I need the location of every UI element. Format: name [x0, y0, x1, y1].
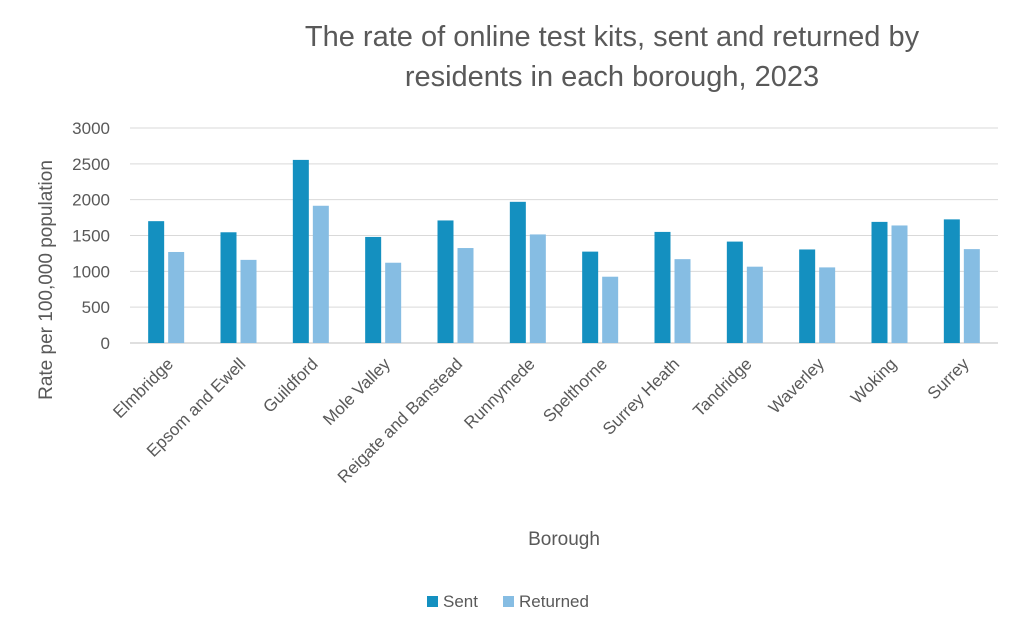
x-tick-label: Elmbridge: [109, 354, 177, 422]
bar-returned-runnymede: [529, 234, 546, 343]
bar-sent-elmbridge: [148, 221, 165, 343]
x-tick-label: Reigate and Banstead: [334, 354, 466, 486]
bar-returned-spelthorne: [602, 276, 619, 343]
bar-sent-tandridge: [726, 241, 743, 343]
legend-swatch-returned: [503, 596, 514, 607]
bar-returned-surrey: [963, 249, 980, 343]
bar-sent-surrey-heath: [654, 231, 671, 343]
bar-sent-surrey: [943, 219, 960, 343]
legend-label-returned: Returned: [519, 592, 589, 611]
y-tick-labels: 0 500 1000 1500 2000 2500 3000: [72, 119, 110, 353]
bar-sent-reigate-and-banstead: [437, 220, 454, 343]
x-tick-label: Waverley: [765, 354, 828, 417]
bar-sent-epsom-and-ewell: [220, 232, 237, 343]
bar-sent-spelthorne: [582, 251, 599, 343]
bar-returned-surrey-heath: [674, 259, 691, 343]
x-tick-label: Runnymede: [460, 354, 538, 432]
x-tick-label: Spelthorne: [539, 354, 611, 426]
legend: Sent Returned: [427, 592, 589, 611]
bar-returned-elmbridge: [168, 251, 185, 343]
legend-label-sent: Sent: [443, 592, 478, 611]
gridlines: [130, 127, 998, 344]
bar-sent-waverley: [799, 249, 816, 343]
bar-sent-runnymede: [509, 201, 526, 343]
bar-returned-tandridge: [746, 266, 763, 343]
y-tick-label: 2000: [72, 191, 110, 210]
y-tick-label: 1500: [72, 227, 110, 246]
bars: [148, 159, 980, 343]
chart-title-line-1: The rate of online test kits, sent and r…: [305, 21, 920, 53]
bar-returned-reigate-and-banstead: [457, 248, 474, 343]
bar-returned-guildford: [312, 205, 329, 343]
y-tick-label: 3000: [72, 119, 110, 138]
x-tick-label: Tandridge: [689, 354, 755, 420]
x-tick-label: Mole Valley: [319, 354, 394, 429]
x-tick-label: Surrey: [924, 354, 973, 403]
bar-returned-woking: [891, 225, 908, 343]
x-tick-label: Guildford: [259, 354, 321, 416]
bar-sent-guildford: [292, 159, 309, 343]
x-tick-label: Surrey Heath: [599, 354, 683, 438]
x-axis-title: Borough: [528, 529, 600, 550]
chart-title-line-2: residents in each borough, 2023: [405, 61, 819, 93]
y-tick-label: 0: [101, 334, 110, 353]
y-axis-title: Rate per 100,000 population: [36, 160, 57, 400]
bar-sent-woking: [871, 221, 888, 343]
y-tick-label: 500: [82, 298, 110, 317]
legend-swatch-sent: [427, 596, 438, 607]
x-tick-label: Woking: [847, 354, 900, 407]
y-tick-label: 2500: [72, 155, 110, 174]
bar-sent-mole-valley: [365, 236, 382, 343]
bar-returned-waverley: [819, 267, 836, 343]
bar-returned-mole-valley: [385, 262, 402, 343]
bar-returned-epsom-and-ewell: [240, 259, 257, 343]
y-tick-label: 1000: [72, 262, 110, 281]
